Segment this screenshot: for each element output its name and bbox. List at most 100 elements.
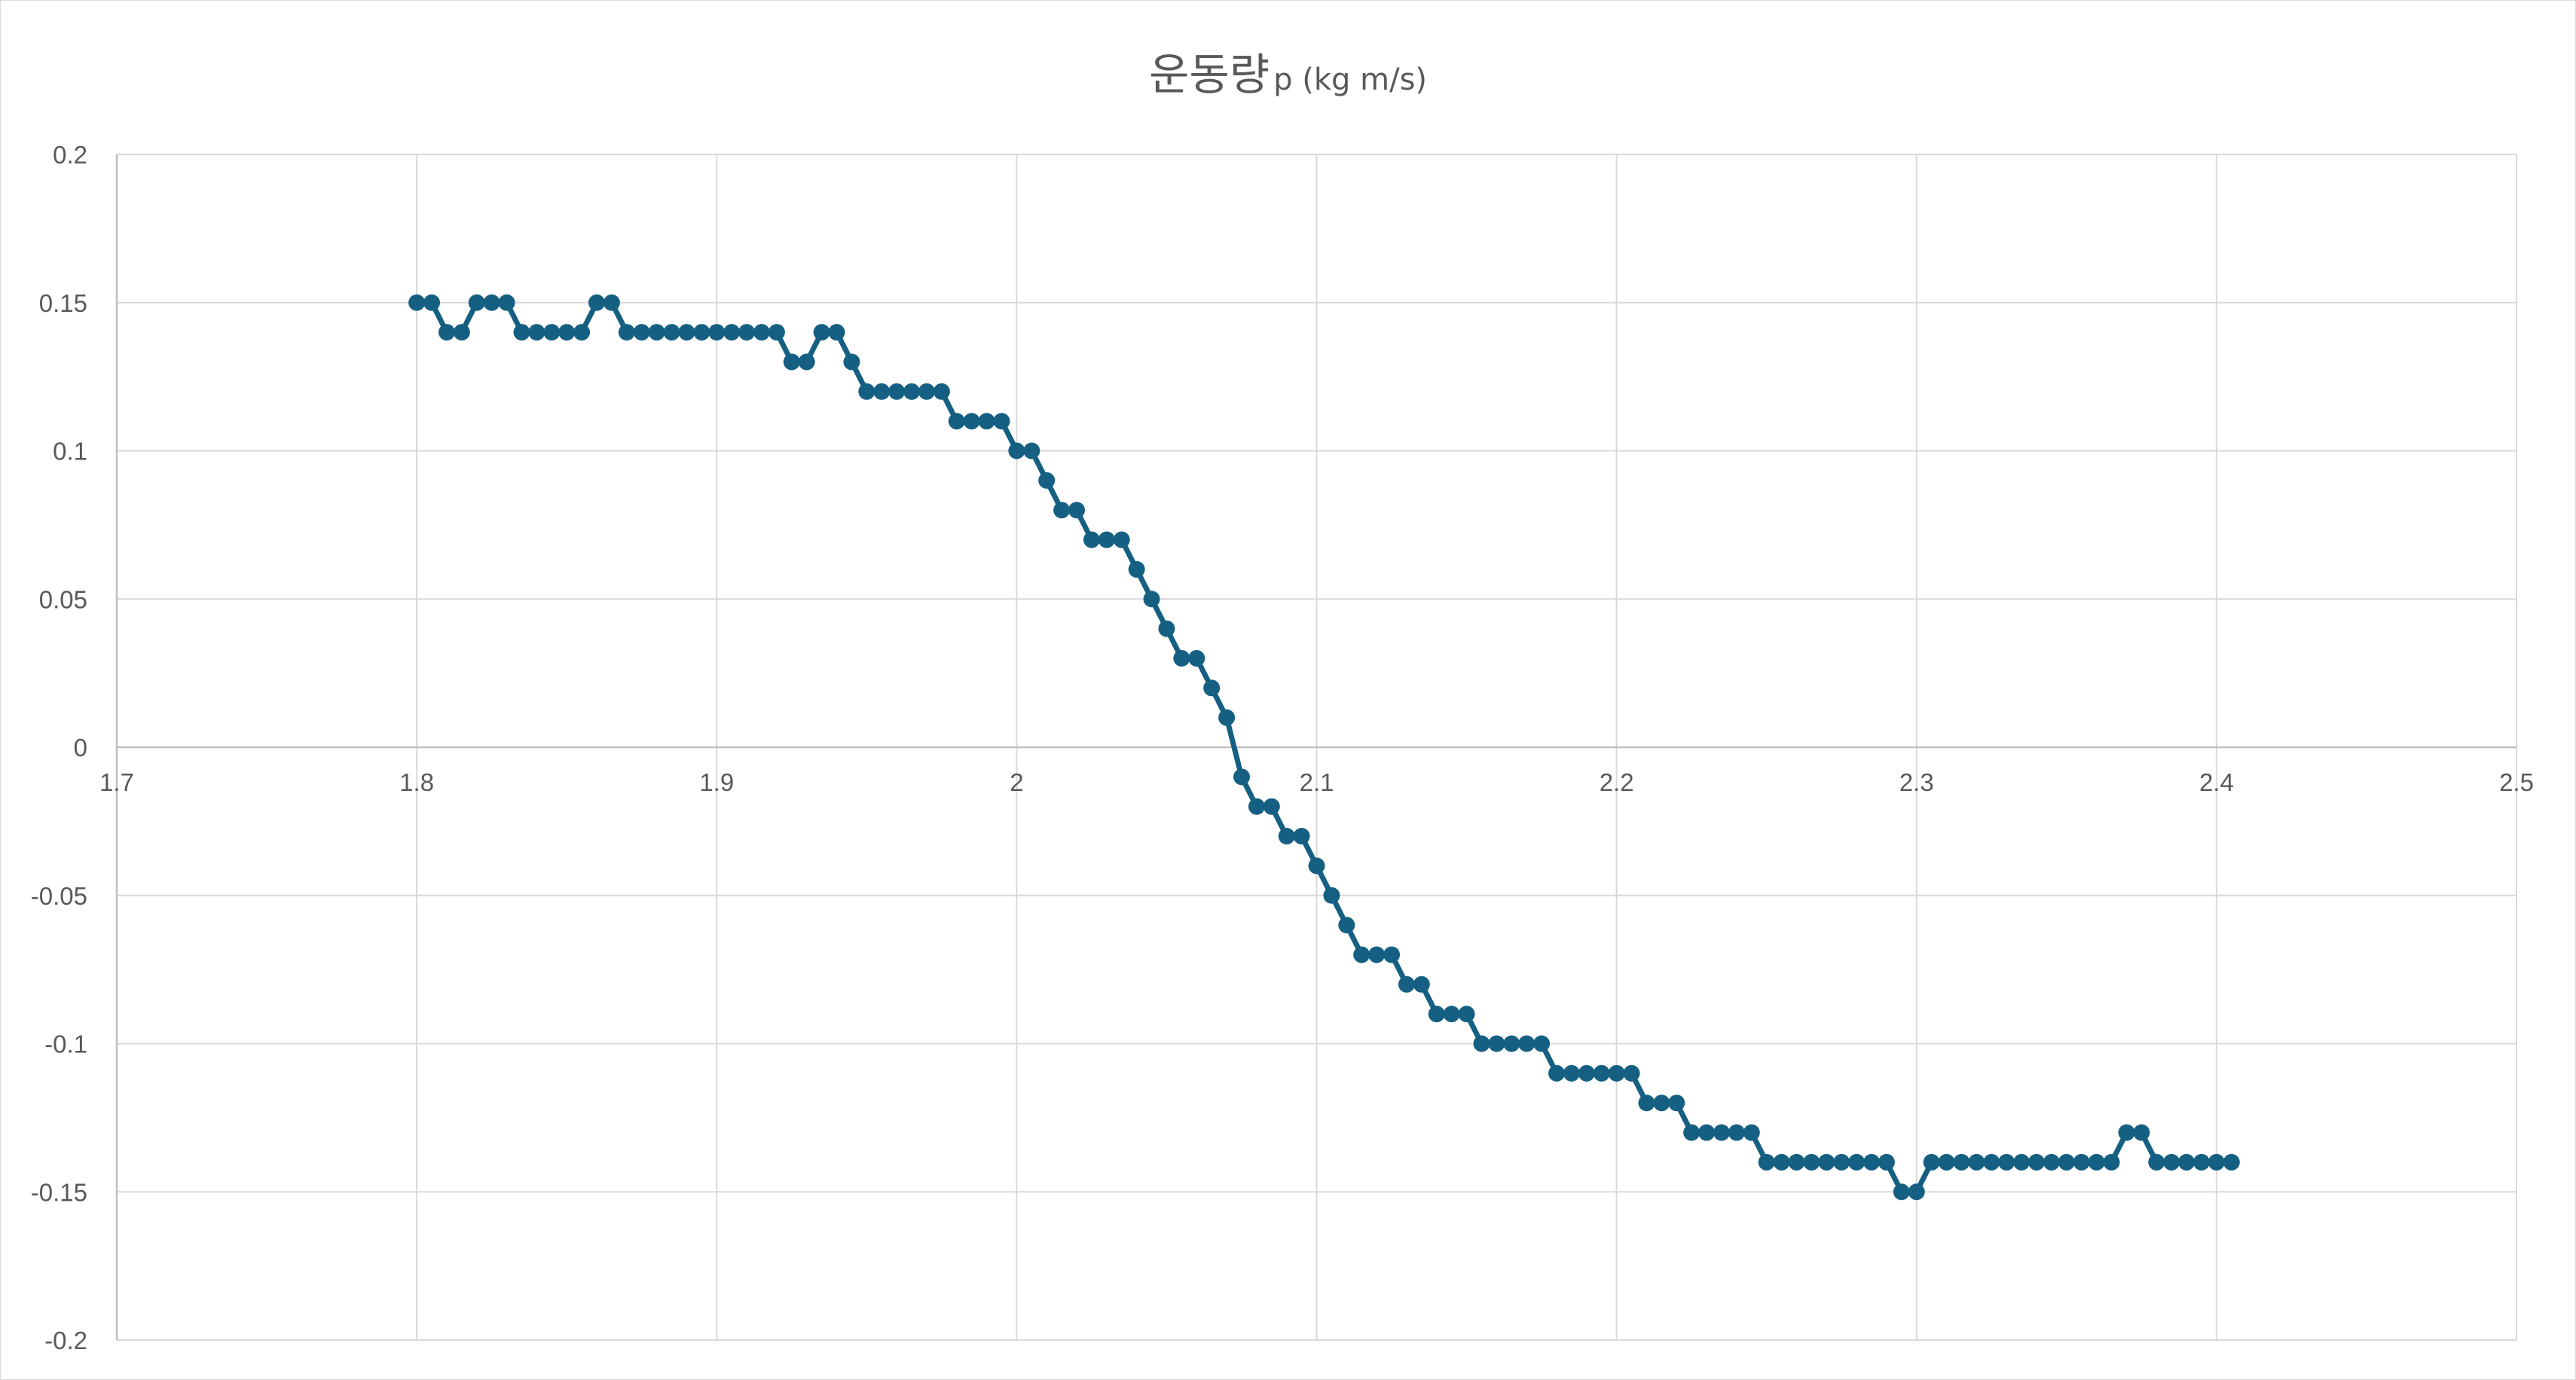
- data-point: [618, 324, 635, 341]
- data-point: [1233, 768, 1250, 786]
- data-point: [828, 324, 845, 341]
- data-point: [1878, 1153, 1895, 1171]
- data-point: [1458, 1006, 1475, 1023]
- data-point: [1668, 1095, 1685, 1112]
- x-tick-label: 1.7: [99, 768, 134, 796]
- data-point: [1008, 442, 1025, 459]
- data-point: [1923, 1153, 1940, 1171]
- data-point: [1863, 1153, 1881, 1171]
- data-point: [1368, 946, 1386, 963]
- data-point: [2028, 1153, 2045, 1171]
- data-point: [648, 324, 665, 341]
- x-tick-label: 2.2: [1600, 768, 1634, 796]
- data-point: [1323, 887, 1340, 904]
- y-tick-label: 0.05: [39, 585, 87, 613]
- data-point: [1638, 1095, 1655, 1112]
- data-point: [768, 324, 785, 341]
- data-point: [1293, 828, 1310, 845]
- data-point: [2148, 1153, 2165, 1171]
- data-point: [1713, 1124, 1730, 1141]
- data-point: [528, 324, 545, 341]
- data-point: [2088, 1153, 2105, 1171]
- data-point: [543, 324, 561, 341]
- data-point: [1383, 946, 1401, 963]
- data-point: [513, 324, 530, 341]
- data-point: [918, 383, 935, 400]
- data-point: [843, 353, 860, 371]
- data-point: [1218, 709, 1236, 726]
- data-point: [1158, 620, 1175, 637]
- data-point: [1338, 917, 1355, 934]
- data-point: [978, 413, 995, 430]
- data-point: [1698, 1124, 1716, 1141]
- data-point: [558, 324, 576, 341]
- x-tick-label: 2.1: [1300, 768, 1334, 796]
- data-point: [1683, 1124, 1701, 1141]
- data-point: [1743, 1124, 1760, 1141]
- data-point: [1848, 1153, 1866, 1171]
- data-point: [1263, 798, 1280, 815]
- y-tick-label: -0.05: [31, 882, 87, 910]
- y-tick-label: -0.2: [44, 1327, 87, 1354]
- x-tick-label: 1.9: [699, 768, 734, 796]
- x-tick-label: 2.3: [1899, 768, 1934, 796]
- data-point: [1428, 1006, 1445, 1023]
- data-point: [2058, 1153, 2075, 1171]
- data-point: [2133, 1124, 2150, 1141]
- data-point: [2193, 1153, 2210, 1171]
- data-point: [1518, 1035, 1536, 1052]
- data-point: [408, 294, 426, 311]
- data-point: [1248, 798, 1265, 815]
- data-point: [2073, 1153, 2090, 1171]
- chart-title-main: 운동량: [1148, 49, 1270, 100]
- data-point: [2103, 1153, 2120, 1171]
- data-point: [2223, 1153, 2240, 1171]
- data-point: [1578, 1064, 1595, 1082]
- data-point: [1128, 560, 1145, 578]
- y-tick-label: 0.1: [53, 438, 87, 466]
- data-point: [873, 383, 891, 400]
- chart-title-unit: p (kg m/s): [1273, 63, 1428, 97]
- data-point: [603, 294, 620, 311]
- data-point: [798, 353, 815, 371]
- data-point: [663, 324, 680, 341]
- data-point: [1023, 442, 1040, 459]
- data-point: [963, 413, 980, 430]
- chart-title: 운동량 p (kg m/s): [0, 39, 2576, 102]
- data-point: [1083, 531, 1100, 548]
- x-tick-label: 2.4: [2199, 768, 2234, 796]
- data-point: [1653, 1095, 1670, 1112]
- data-point: [1173, 649, 1190, 667]
- data-point: [1728, 1124, 1745, 1141]
- y-tick-label: -0.15: [31, 1178, 87, 1206]
- x-tick-label: 2: [1010, 768, 1023, 796]
- data-point: [633, 324, 650, 341]
- data-point: [573, 324, 591, 341]
- data-series: [408, 294, 2240, 1201]
- data-point: [1773, 1153, 1790, 1171]
- data-point: [1998, 1153, 2015, 1171]
- data-point: [1968, 1153, 1985, 1171]
- data-point: [1818, 1153, 1835, 1171]
- data-point: [678, 324, 695, 341]
- x-tick-label: 1.8: [399, 768, 434, 796]
- axes: [115, 154, 2516, 1340]
- data-point: [1053, 502, 1071, 519]
- data-point: [1098, 531, 1115, 548]
- y-axis-tick-labels: 0.2 0.15 0.1 0.05 0 -0.05 -0.1 -0.15 -0.2: [31, 141, 87, 1354]
- data-point: [1623, 1064, 1640, 1082]
- data-point: [1503, 1035, 1520, 1052]
- data-point: [708, 324, 726, 341]
- data-point: [813, 324, 830, 341]
- data-point: [453, 324, 470, 341]
- data-point: [1203, 679, 1221, 697]
- data-point: [888, 383, 906, 400]
- y-tick-label: 0: [74, 734, 87, 762]
- data-point: [993, 413, 1010, 430]
- data-point: [1833, 1153, 1850, 1171]
- data-point: [1488, 1035, 1505, 1052]
- data-point: [1533, 1035, 1551, 1052]
- data-point: [1068, 502, 1085, 519]
- data-point: [1788, 1153, 1805, 1171]
